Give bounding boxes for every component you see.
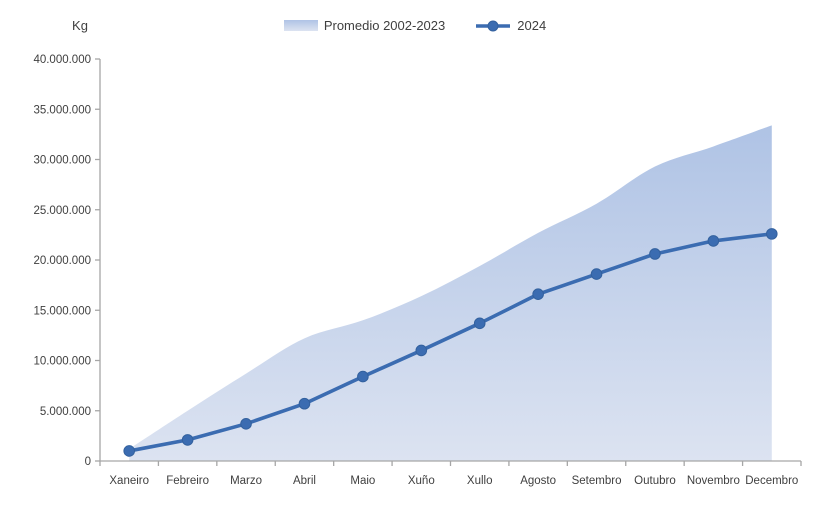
x-category-label: Outubro (634, 475, 676, 487)
legend-item-promedio: Promedio 2002-2023 (283, 18, 446, 33)
legend-item-2024: 2024 (475, 18, 546, 33)
x-category-label: Abril (293, 475, 316, 487)
data-point-novembro (707, 235, 720, 247)
data-point-maio (357, 370, 369, 383)
legend-label-2024: 2024 (517, 18, 547, 33)
y-tick-label: 40.000.000 (33, 54, 91, 66)
y-axis-unit-label: Kg (72, 18, 88, 33)
data-point-agosto (532, 288, 544, 300)
y-tick-label: 5.000.000 (40, 406, 91, 418)
x-category-label: Marzo (230, 475, 262, 487)
x-category-label: Xullo (467, 475, 493, 487)
x-category-label: Agosto (520, 475, 556, 487)
x-category-label: Decembro (745, 475, 798, 487)
x-category-label: Novembro (687, 475, 740, 487)
y-tick-label: 30.000.000 (33, 155, 91, 167)
data-point-xaneiro (123, 445, 136, 457)
y-tick-label: 0 (85, 456, 91, 468)
x-category-label: Xaneiro (109, 475, 149, 487)
data-point-abril (298, 397, 311, 410)
data-point-setembro (590, 268, 603, 280)
data-point-decembro (765, 228, 778, 240)
y-tick-label: 10.000.000 (33, 356, 91, 368)
data-point-marzo (240, 418, 252, 430)
data-point-outubro (649, 248, 661, 260)
y-tick-label: 20.000.000 (33, 255, 91, 267)
y-tick-label: 35.000.000 (33, 104, 91, 116)
line-marker-icon (476, 20, 511, 31)
promedio-area-series (129, 125, 772, 461)
legend: Promedio 2002-2023 2024 (0, 18, 830, 33)
data-point-febreiro (181, 434, 194, 446)
x-category-label: Setembro (572, 475, 622, 487)
legend-label-promedio: Promedio 2002-2023 (323, 18, 446, 33)
y-tick-label: 25.000.000 (33, 205, 91, 217)
line-series-2024 (127, 232, 774, 453)
x-category-label: Febreiro (166, 475, 209, 487)
x-category-label: Maio (350, 475, 375, 487)
x-category-label: Xuño (408, 475, 435, 487)
data-point-xullo (473, 317, 486, 330)
area-swatch-icon (283, 20, 318, 31)
data-point-xuño (415, 344, 428, 357)
y-tick-label: 15.000.000 (33, 305, 91, 317)
